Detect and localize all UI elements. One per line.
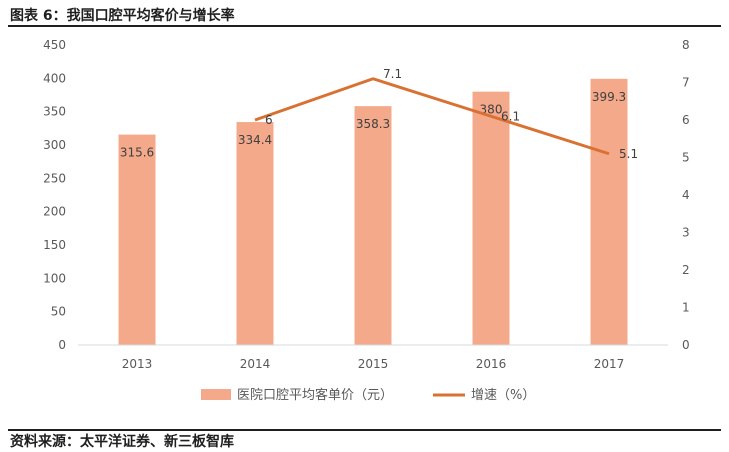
bar-value-label-2014: 334.4 (238, 133, 272, 147)
x-tick-label-2017: 2017 (594, 357, 625, 371)
legend-bar-swatch (201, 389, 231, 400)
bar-2015 (354, 106, 392, 345)
y-left-tick-label: 0 (58, 338, 66, 352)
y-left-tick-label: 350 (43, 105, 66, 119)
y-left-tick-label: 200 (43, 205, 66, 219)
bar-2016 (472, 91, 510, 346)
bar-2017 (590, 78, 628, 346)
y-left-tick-label: 100 (43, 271, 66, 285)
bar-value-label-2013: 315.6 (120, 146, 154, 160)
y-left-tick-label: 400 (43, 71, 66, 85)
line-value-label-2017: 5.1 (619, 147, 638, 161)
x-tick-label-2014: 2014 (240, 357, 271, 371)
y-right-tick-label: 2 (682, 263, 690, 277)
y-right-tick-label: 8 (682, 38, 690, 52)
legend-bar-label: 医院口腔平均客单价（元） (237, 387, 393, 403)
y-left-tick-label: 150 (43, 238, 66, 252)
bar-value-label-2017: 399.3 (592, 90, 626, 104)
y-left-tick-label: 450 (43, 38, 66, 52)
y-left-tick-label: 50 (51, 305, 66, 319)
line-value-label-2016: 6.1 (501, 109, 520, 123)
bar-2014 (236, 122, 274, 345)
line-value-label-2015: 7.1 (383, 67, 402, 81)
x-tick-label-2013: 2013 (122, 357, 153, 371)
chart-title: 图表 6：我国口腔平均客价与增长率 (10, 8, 235, 24)
y-right-tick-label: 3 (682, 226, 690, 240)
y-left-tick-label: 300 (43, 138, 66, 152)
title-divider (8, 25, 721, 27)
bar-value-label-2015: 358.3 (356, 117, 390, 131)
y-right-tick-label: 7 (682, 76, 690, 90)
source-divider (8, 429, 721, 431)
legend-line-label: 增速（%） (471, 388, 535, 403)
y-left-tick-label: 250 (43, 171, 66, 185)
x-tick-label-2016: 2016 (476, 357, 507, 371)
x-tick-label-2015: 2015 (358, 357, 389, 371)
y-right-tick-label: 0 (682, 338, 690, 352)
title-bar: 图表 6：我国口腔平均客价与增长率 (0, 0, 729, 27)
y-right-tick-label: 4 (682, 188, 690, 202)
source-note: 资料来源：太平洋证券、新三板智库 (10, 434, 234, 450)
y-right-tick-label: 6 (682, 113, 690, 127)
y-right-tick-label: 1 (682, 301, 690, 315)
line-value-label-2014: 6 (265, 113, 273, 127)
growth-line (254, 77, 610, 156)
y-right-tick-label: 5 (682, 151, 690, 165)
bar-2013 (118, 134, 156, 345)
